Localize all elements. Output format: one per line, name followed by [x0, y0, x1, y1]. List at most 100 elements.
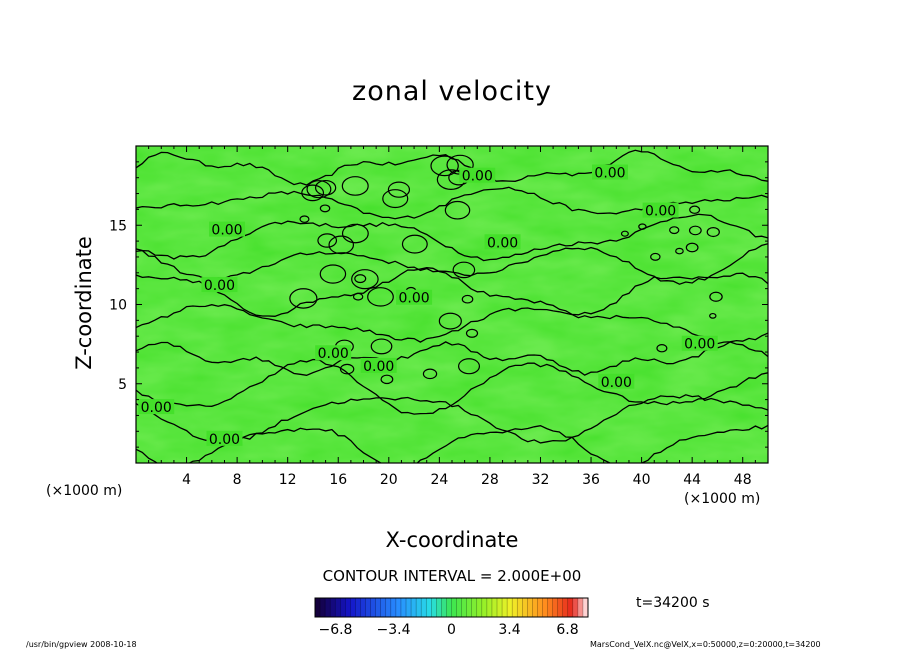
colorbar-swatch [426, 598, 432, 617]
colorbar-swatch [441, 598, 447, 617]
contour-label: 0.00 [684, 337, 715, 353]
colorbar-swatch [400, 598, 407, 617]
contour-label-bg [396, 289, 433, 305]
colorbar-frame [314, 597, 589, 618]
contour-cell [341, 176, 369, 196]
x-tick-label: 28 [481, 472, 499, 488]
x-unit-label-left: (×1000 m) [46, 483, 123, 499]
contour-label: 0.00 [462, 169, 493, 185]
contour-cell [317, 233, 338, 248]
x-axis: 4 8 12 16 20 24 28 32 36 40 44 48 [148, 146, 756, 488]
colorbar-swatch [552, 598, 559, 617]
colorbar-swatch [345, 598, 351, 617]
colorbar-swatch [476, 598, 483, 617]
colorbar-swatch [502, 598, 508, 617]
contour-label-bg [592, 164, 628, 180]
colorbar-swatch [471, 598, 478, 617]
colorbar-swatch [532, 598, 538, 617]
contour-cell [352, 292, 364, 301]
contour-label: 0.00 [141, 400, 172, 416]
colorbar-swatch [330, 598, 336, 617]
colorbar-swatch [395, 598, 402, 617]
colorbar-swatch [406, 598, 412, 617]
contour-cell [401, 234, 428, 254]
contour-label-bg [206, 430, 243, 446]
contour-cell [638, 223, 647, 230]
contour-cell [301, 184, 325, 202]
contour-cell [328, 235, 355, 255]
contour-cell [452, 261, 476, 279]
contour-line [136, 358, 768, 415]
contour-label-bg [459, 167, 496, 183]
colorbar-tick-label: 3.4 [498, 622, 520, 638]
y-axis: 5 10 15 [109, 161, 768, 448]
x-tick-label: 16 [329, 472, 347, 488]
colorbar-swatch [497, 598, 503, 617]
contour-line [136, 267, 768, 317]
contour-line [136, 149, 768, 186]
x-axis-label: X-coordinate [385, 528, 519, 552]
colorbar-swatch [380, 598, 387, 617]
contour-cell [387, 181, 411, 198]
contour-label-bg [360, 357, 397, 373]
colorbar: −6.8 −3.4 0 3.4 6.8 [314, 597, 589, 638]
contour-cell [422, 368, 438, 380]
colorbar-swatch [517, 598, 523, 617]
contour-cell [314, 179, 337, 196]
contour-cell [351, 269, 379, 290]
contour-cell [650, 252, 661, 261]
contour-cell [299, 215, 310, 223]
contour-label: 0.00 [594, 166, 625, 182]
contour-cell [319, 264, 347, 284]
x-tick-label: 12 [279, 472, 297, 488]
contour-line [136, 243, 768, 285]
contour-label-bg [484, 234, 521, 250]
colorbar-swatch [431, 598, 437, 617]
contour-cell [706, 227, 720, 238]
contour-line [136, 213, 768, 262]
colorbar-swatch [335, 598, 341, 617]
x-tick-label: 40 [633, 472, 651, 488]
x-unit-label-right: (×1000 m) [684, 491, 761, 507]
colorbar-swatch [355, 598, 361, 617]
contour-cell [465, 328, 479, 338]
contour-label-bg [681, 335, 718, 351]
contour-cell [438, 312, 462, 330]
contour-cell [656, 344, 668, 353]
colorbar-swatch [390, 598, 397, 617]
y-tick-label: 15 [109, 218, 127, 234]
colorbar-swatch [512, 598, 518, 617]
y-tick-label: 10 [109, 298, 127, 314]
x-tick-label: 32 [532, 472, 550, 488]
colorbar-swatch [416, 598, 422, 617]
contour-label: 0.00 [318, 346, 349, 362]
colorbar-tick-label: 0 [447, 622, 456, 638]
contour-label-bg [138, 399, 175, 415]
contour-cell [709, 291, 723, 302]
contour-label: 0.00 [398, 291, 429, 307]
colorbar-swatch [446, 598, 452, 617]
colorbar-swatch [542, 598, 548, 617]
contour-line [136, 304, 768, 345]
contour-cell [675, 247, 684, 255]
contour-cell [461, 294, 474, 304]
colorbar-swatch [522, 598, 528, 617]
contour-cell [669, 226, 680, 235]
colorbar-swatch [537, 598, 543, 617]
contour-cell [319, 204, 331, 213]
footer-data-source: MarsCond_VelX.nc@VelX,x=0:50000,z=0:2000… [590, 640, 821, 649]
contour-cell [709, 312, 717, 319]
x-tick-label: 24 [430, 472, 448, 488]
contour-cell [430, 155, 459, 177]
contour-cell [444, 200, 471, 220]
colorbar-tick-label: −6.8 [318, 622, 352, 638]
x-tick-label: 36 [582, 472, 600, 488]
contour-cell [380, 374, 394, 385]
colorbar-swatch [527, 598, 533, 617]
colorbar-swatch [451, 598, 457, 617]
colorbar-swatch [320, 598, 326, 617]
colorbar-swatch [562, 598, 569, 617]
contour-label-bg [315, 345, 352, 361]
contour-cell [341, 223, 369, 244]
colorbar-swatch [385, 598, 392, 617]
